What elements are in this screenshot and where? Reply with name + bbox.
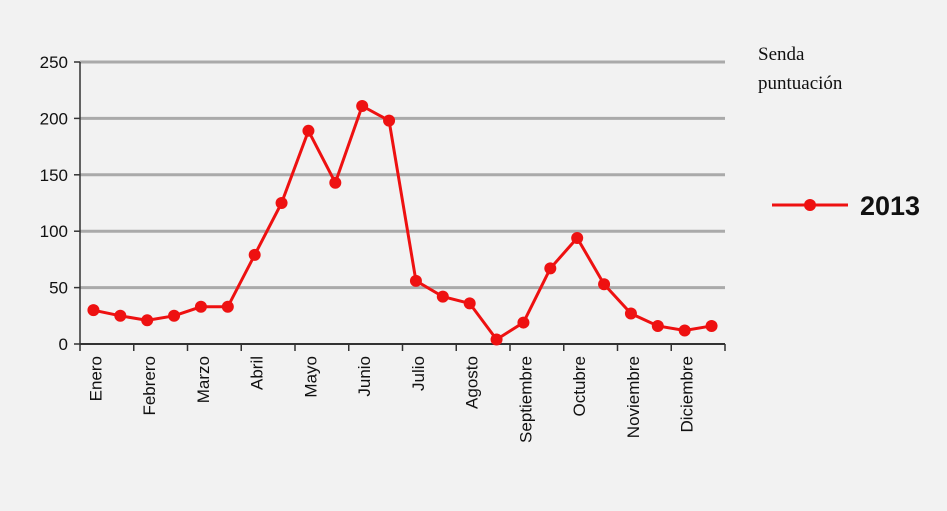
y-tick-label: 100 xyxy=(40,222,68,241)
point xyxy=(168,309,181,322)
y-tick-label: 50 xyxy=(49,279,68,298)
x-tick-label: Mayo xyxy=(301,356,320,398)
legend-marker xyxy=(804,199,816,211)
point xyxy=(517,316,530,329)
x-tick-label: Marzo xyxy=(194,356,213,403)
point xyxy=(356,99,369,112)
point xyxy=(329,176,342,189)
point xyxy=(598,278,611,291)
point xyxy=(221,300,234,313)
point xyxy=(275,197,288,209)
point xyxy=(87,304,100,317)
point xyxy=(624,307,637,320)
line xyxy=(93,103,712,342)
x-tick-label: Agosto xyxy=(463,356,482,409)
point xyxy=(409,274,422,287)
x-tick-label: Noviembre xyxy=(624,356,643,438)
x-tick-label: Diciembre xyxy=(678,356,697,433)
point xyxy=(114,309,127,322)
x-tick-label: Febrero xyxy=(140,356,159,416)
point xyxy=(436,290,449,303)
point xyxy=(383,114,396,127)
point xyxy=(194,300,207,313)
y-tick-label: 0 xyxy=(59,335,68,354)
point xyxy=(248,248,261,261)
point xyxy=(463,297,476,310)
y-tick-label: 200 xyxy=(40,109,68,128)
x-tick-label: Abril xyxy=(248,356,267,390)
point xyxy=(141,314,154,327)
y-tick-label: 150 xyxy=(40,166,68,185)
x-tick-label: Julio xyxy=(409,356,428,391)
point xyxy=(544,262,557,275)
annotation: Senda xyxy=(758,44,805,65)
x-tick-label: Enero xyxy=(86,356,105,401)
point xyxy=(302,124,315,137)
y-tick-label: 250 xyxy=(40,53,68,72)
point xyxy=(678,324,691,337)
x-tick-label: Junio xyxy=(355,356,374,397)
point xyxy=(571,231,584,244)
annotation: puntuación xyxy=(758,73,843,94)
point xyxy=(490,333,503,346)
point xyxy=(651,319,664,332)
x-tick-label: Septiembre xyxy=(516,356,535,443)
x-tick-label: Octubre xyxy=(570,356,589,416)
point xyxy=(705,319,718,332)
legend-label: 2013 xyxy=(860,191,920,221)
